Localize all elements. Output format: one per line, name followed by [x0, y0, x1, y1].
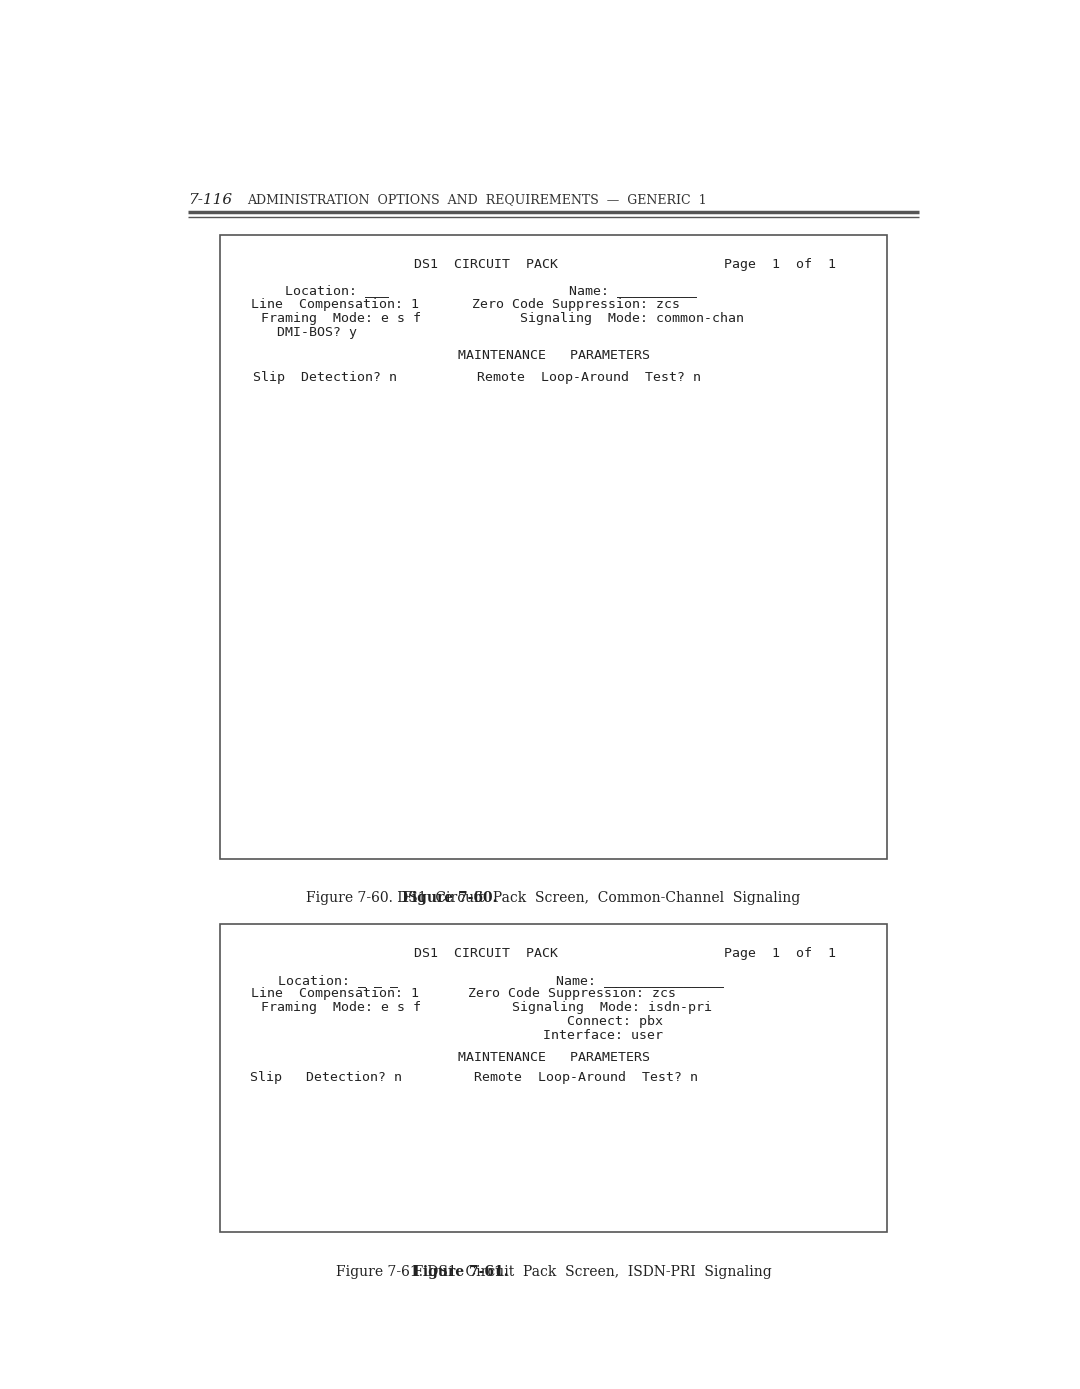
- Text: Location: ___: Location: ___: [284, 285, 389, 297]
- Text: Figure 7-60.: Figure 7-60.: [403, 892, 498, 906]
- FancyBboxPatch shape: [220, 235, 887, 858]
- Text: Figure 7-61. DS1  Circuit  Pack  Screen,  ISDN-PRI  Signaling: Figure 7-61. DS1 Circuit Pack Screen, IS…: [336, 1265, 771, 1279]
- Text: Slip   Detection? n         Remote  Loop-Around  Test? n: Slip Detection? n Remote Loop-Around Tes…: [249, 1071, 698, 1083]
- Text: DS1  CIRCUIT  PACK: DS1 CIRCUIT PACK: [414, 947, 558, 960]
- Text: Line  Compensation: 1: Line Compensation: 1: [252, 988, 419, 1000]
- Text: MAINTENANCE   PARAMETERS: MAINTENANCE PARAMETERS: [458, 349, 649, 363]
- Text: Framing  Mode: e s f: Framing Mode: e s f: [260, 313, 420, 325]
- Text: Line  Compensation: 1: Line Compensation: 1: [252, 299, 419, 311]
- Text: ADMINISTRATION  OPTIONS  AND  REQUIREMENTS  —  GENERIC  1: ADMINISTRATION OPTIONS AND REQUIREMENTS …: [247, 193, 707, 206]
- Text: Zero Code Suppression: zcs: Zero Code Suppression: zcs: [469, 988, 676, 1000]
- Text: Framing  Mode: e s f: Framing Mode: e s f: [260, 1001, 420, 1014]
- Text: Page  1  of  1: Page 1 of 1: [724, 258, 836, 271]
- FancyBboxPatch shape: [220, 924, 887, 1232]
- Text: Page  1  of  1: Page 1 of 1: [724, 947, 836, 960]
- Text: DS1  CIRCUIT  PACK: DS1 CIRCUIT PACK: [414, 258, 558, 271]
- Text: Signaling  Mode: common-chan: Signaling Mode: common-chan: [521, 313, 744, 325]
- Text: Zero Code Suppression: zcs: Zero Code Suppression: zcs: [472, 299, 680, 311]
- Text: Interface: user: Interface: user: [543, 1029, 663, 1042]
- Text: Figure 7-61.: Figure 7-61.: [414, 1265, 509, 1279]
- Text: Connect: pbx: Connect: pbx: [567, 1015, 663, 1028]
- Text: Location: _ _ _: Location: _ _ _: [279, 974, 399, 986]
- Text: Signaling  Mode: isdn-pri: Signaling Mode: isdn-pri: [512, 1001, 713, 1014]
- Text: DMI-BOS? y: DMI-BOS? y: [276, 326, 356, 339]
- Text: Name: __________: Name: __________: [569, 285, 697, 297]
- Text: Slip  Detection? n          Remote  Loop-Around  Test? n: Slip Detection? n Remote Loop-Around Tes…: [253, 371, 701, 383]
- Text: 7-116: 7-116: [188, 193, 232, 207]
- Text: Figure 7-60. DS1  Circuit  Pack  Screen,  Common-Channel  Signaling: Figure 7-60. DS1 Circuit Pack Screen, Co…: [307, 892, 800, 906]
- Text: Name: _______________: Name: _______________: [556, 974, 724, 986]
- Text: MAINTENANCE   PARAMETERS: MAINTENANCE PARAMETERS: [458, 1050, 649, 1064]
